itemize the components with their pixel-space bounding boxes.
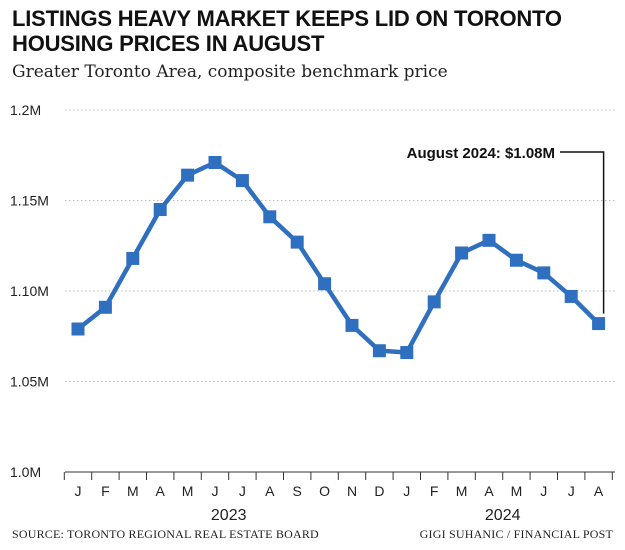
data-point: [427, 295, 441, 309]
x-tick-label: A: [265, 483, 275, 499]
data-point: [181, 168, 195, 182]
data-point: [400, 346, 414, 360]
annotation: August 2024: $1.08M: [407, 145, 605, 314]
data-point: [98, 300, 112, 314]
x-tick-label: M: [182, 483, 194, 499]
x-tick-label: J: [568, 483, 575, 499]
y-tick-label: 1.10M: [10, 283, 49, 299]
data-point: [208, 155, 222, 169]
data-point: [71, 322, 85, 336]
x-tick-label: J: [239, 483, 246, 499]
x-tick-label: F: [430, 483, 439, 499]
x-tick-label: M: [456, 483, 468, 499]
data-point: [290, 235, 304, 249]
x-tick-label: J: [403, 483, 410, 499]
x-tick-label: N: [347, 483, 357, 499]
x-tick-label: M: [511, 483, 523, 499]
data-point: [592, 317, 606, 331]
data-point: [455, 246, 469, 260]
chart-subtitle: Greater Toronto Area, composite benchmar…: [12, 62, 448, 82]
credit-note: GIGI SUHANIC / FINANCIAL POST: [419, 527, 613, 541]
chart-title: LISTINGS HEAVY MARKET KEEPS LID ON TORON…: [12, 6, 562, 56]
data-point: [509, 253, 523, 267]
x-tick-label: M: [127, 483, 139, 499]
x-tick-label: O: [319, 483, 330, 499]
x-tick-label: A: [484, 483, 494, 499]
x-tick-label: A: [156, 483, 166, 499]
data-point: [126, 251, 140, 265]
annotation-leader: [560, 151, 605, 314]
data-point: [564, 289, 578, 303]
x-tick-label: J: [212, 483, 219, 499]
data-point: [537, 266, 551, 280]
y-tick-label: 1.0M: [10, 464, 41, 480]
y-tick-label: 1.15M: [10, 193, 49, 209]
data-point: [345, 318, 359, 332]
y-tick-label: 1.05M: [10, 374, 49, 390]
x-tick-label: S: [293, 483, 302, 499]
data-point: [235, 174, 249, 188]
y-tick-label: 1.2M: [10, 102, 41, 118]
x-tick-label: F: [101, 483, 110, 499]
data-point: [482, 233, 496, 247]
annotation-label: August 2024: $1.08M: [407, 145, 555, 162]
data-point: [263, 210, 277, 224]
data-point: [318, 277, 332, 291]
x-tick-label: J: [75, 483, 82, 499]
x-tick-label: A: [594, 483, 604, 499]
source-note: SOURCE: TORONTO REGIONAL REAL ESTATE BOA…: [12, 527, 319, 541]
x-tick-label: J: [540, 483, 547, 499]
data-point: [153, 203, 167, 217]
data-point: [372, 344, 386, 358]
year-label: 2024: [485, 507, 521, 524]
x-tick-label: D: [374, 483, 384, 499]
year-label: 2023: [211, 507, 247, 524]
series-layer: [71, 155, 606, 360]
